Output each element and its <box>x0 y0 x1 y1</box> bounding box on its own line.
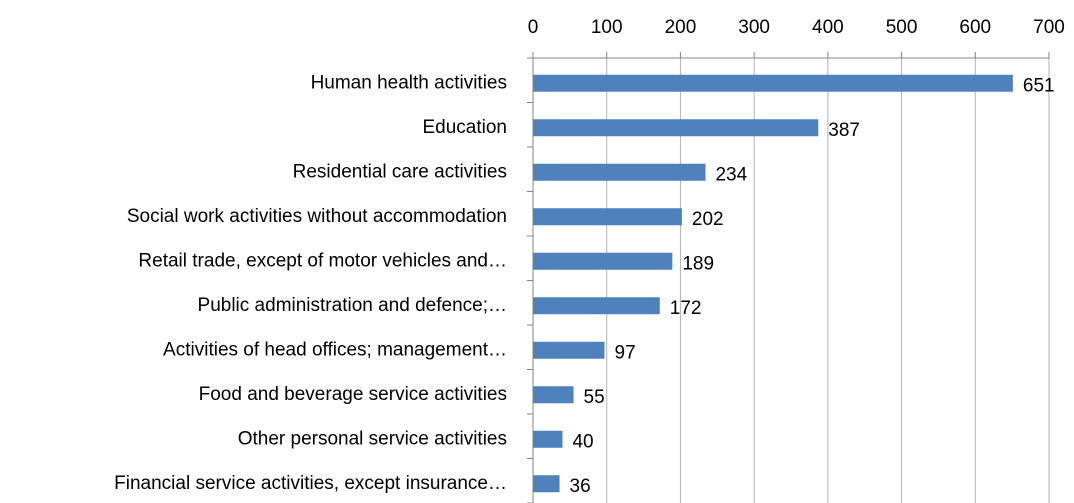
y-tick-label: Other personal service activities <box>238 428 507 449</box>
x-tick-label: 0 <box>528 17 539 38</box>
y-tick-label: Human health activities <box>311 72 507 93</box>
y-tick-label: Social work activities without accommoda… <box>127 206 507 227</box>
y-tick-label: Residential care activities <box>293 161 507 182</box>
y-tick-label: Food and beverage service activities <box>199 384 507 405</box>
y-tick-label: Activities of head offices; management… <box>163 339 507 360</box>
y-tick-label: Public administration and defence;… <box>198 295 507 316</box>
data-label: 234 <box>715 164 747 185</box>
bar <box>533 119 819 137</box>
data-label: 651 <box>1023 75 1055 96</box>
x-tick-label: 600 <box>959 17 991 38</box>
data-label: 97 <box>615 342 636 363</box>
bar <box>533 341 605 359</box>
bar <box>533 74 1013 92</box>
bar <box>533 252 673 270</box>
bar <box>533 386 574 404</box>
data-label: 36 <box>570 476 591 497</box>
x-tick-label: 100 <box>591 17 623 38</box>
x-tick-label: 200 <box>665 17 697 38</box>
bar <box>533 208 682 226</box>
data-label: 189 <box>682 253 714 274</box>
bar <box>533 430 563 448</box>
data-label: 202 <box>692 209 724 230</box>
data-label: 55 <box>584 387 605 408</box>
y-tick-label: Retail trade, except of motor vehicles a… <box>138 250 507 271</box>
data-label: 172 <box>670 298 702 319</box>
data-label: 387 <box>828 120 860 141</box>
data-label: 40 <box>572 431 593 452</box>
bar <box>533 163 706 181</box>
x-tick-label: 300 <box>738 17 770 38</box>
bar <box>533 297 660 315</box>
y-tick-label: Education <box>422 117 507 138</box>
bar <box>533 475 560 493</box>
x-tick-label: 400 <box>812 17 844 38</box>
x-tick-label: 700 <box>1033 17 1065 38</box>
x-tick-label: 500 <box>886 17 918 38</box>
y-tick-label: Financial service activities, except ins… <box>114 473 507 494</box>
